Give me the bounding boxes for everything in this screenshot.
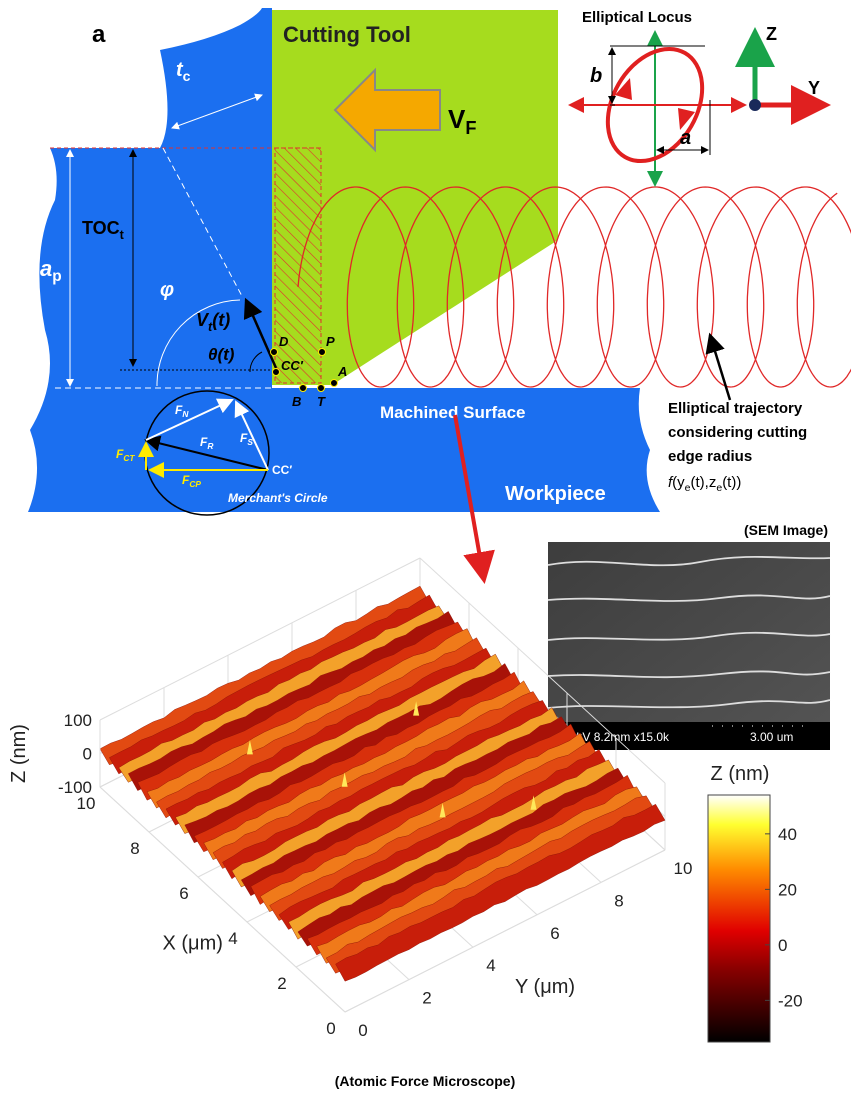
panel-label: a <box>92 21 106 48</box>
axis-label: Y (μm) <box>515 976 575 998</box>
point-label: D <box>279 334 289 349</box>
workpiece-label: Workpiece <box>505 483 606 505</box>
tool-label: Cutting Tool <box>283 22 411 47</box>
ap-sub: p <box>52 268 61 285</box>
tick-label: 8 <box>614 891 623 910</box>
point-label: CC′ <box>281 358 304 373</box>
trajectory-text: edge radius <box>668 448 752 465</box>
locus-title: Elliptical Locus <box>582 9 692 26</box>
force-sub: CT <box>123 453 135 463</box>
tick-label: 0 <box>326 1019 335 1038</box>
point-label: B <box>292 394 301 409</box>
feed-main: V <box>448 104 466 134</box>
colorbar-tick-label: 0 <box>778 936 787 955</box>
feed-sub: F <box>465 118 476 138</box>
formula-part: (t)) <box>722 474 741 491</box>
axis-y: Y <box>808 78 820 98</box>
trajectory-text: Elliptical trajectory <box>668 400 803 417</box>
point-label: A <box>337 364 347 379</box>
sem-title: (SEM Image) <box>744 522 828 538</box>
sem-image <box>548 542 830 750</box>
pointer-arrow <box>710 335 730 400</box>
colorbar <box>708 795 770 1042</box>
force-sub: N <box>182 409 189 419</box>
vt-rest: (t) <box>212 310 230 330</box>
point-label: T <box>317 394 326 409</box>
force-sub: S <box>247 437 253 447</box>
angle-theta: θ(t) <box>208 345 235 364</box>
point-label: P <box>326 334 335 349</box>
tick-label: 2 <box>277 974 286 993</box>
tick-label: 4 <box>228 929 237 948</box>
tick-label: 8 <box>130 839 139 858</box>
formula-part: (t),z <box>691 474 717 491</box>
tick-label: 0 <box>358 1021 367 1040</box>
axis-label: Z (nm) <box>8 724 30 783</box>
tick-label: 100 <box>64 711 92 730</box>
formula-part: (y <box>672 474 685 491</box>
axis-origin <box>749 99 761 111</box>
toc-main: TOC <box>82 218 120 238</box>
tc-sub: c <box>183 68 191 84</box>
colorbar-tick-label: -20 <box>778 991 803 1010</box>
trajectory-text: considering cutting <box>668 424 807 441</box>
tick-label: 6 <box>550 924 559 943</box>
locus-a: a <box>680 127 691 149</box>
force-sub: CP <box>189 479 201 489</box>
axis-label: X (μm) <box>163 933 223 955</box>
angle-phi: φ <box>160 279 174 301</box>
colorbar-tick-label: 40 <box>778 825 797 844</box>
colorbar-label: Z (nm) <box>711 763 770 785</box>
trajectory-formula: f(ye(t),ze(t)) <box>668 474 741 494</box>
colorbar-tick-label: 20 <box>778 880 797 899</box>
tick-label: 6 <box>179 884 188 903</box>
locus-b: b <box>590 65 602 87</box>
tick-label: 0 <box>83 745 92 764</box>
machined-surface: Machined Surface <box>380 403 526 422</box>
tick-label: -100 <box>58 778 92 797</box>
sem-scale: 3.00 um <box>750 730 793 744</box>
force-point: CC′ <box>272 463 292 477</box>
axis-z: Z <box>766 24 777 44</box>
ap-main: a <box>40 256 52 281</box>
tick-label: 10 <box>674 859 693 878</box>
tick-label: 4 <box>486 956 495 975</box>
merchant-title: Merchant's Circle <box>228 491 328 505</box>
tick-label: 2 <box>422 989 431 1008</box>
force-sub: R <box>207 441 213 451</box>
afm-caption: (Atomic Force Microscope) <box>335 1073 515 1089</box>
figure: D CC′ P A B T a Cutting Tool VF Elliptic… <box>0 0 851 1098</box>
